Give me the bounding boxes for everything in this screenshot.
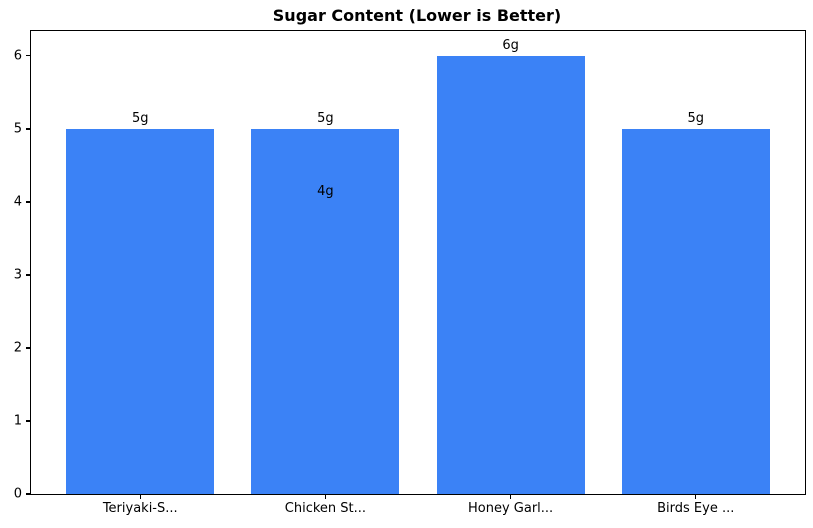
y-axis-tick-mark <box>26 55 30 57</box>
bar <box>436 55 585 494</box>
y-axis-tick-label: 2 <box>13 340 22 356</box>
y-axis-tick-mark <box>26 201 30 203</box>
bar-value-label: 5g <box>131 110 149 126</box>
x-axis-tick-mark <box>509 495 512 499</box>
y-axis-tick-mark <box>26 493 30 495</box>
y-axis-tick-mark <box>26 347 30 349</box>
bar <box>251 128 400 494</box>
y-axis-tick-label: 3 <box>13 267 22 283</box>
x-axis-tick-mark <box>324 495 327 499</box>
x-axis-tick-label: Teriyaki-S... <box>102 501 178 516</box>
plot-area: 5g 5g 6g 5g 4g 0 1 2 3 4 5 6 Teriyaki-S... Chicken St… <box>14 30 806 516</box>
x-axis-tick-label: Birds Eye ... <box>657 501 735 516</box>
x-axis-tick-mark <box>139 495 141 499</box>
x-axis-tick-label: Chicken St... <box>284 501 367 516</box>
bar <box>621 128 770 494</box>
y-axis-tick-label: 1 <box>13 413 22 429</box>
y-axis-tick-label: 6 <box>13 48 22 64</box>
bar-value-label: 6g <box>502 37 519 53</box>
overlap-bar-value-label: 4g <box>317 183 334 199</box>
x-axis-tick-label: Honey Garl... <box>467 501 554 516</box>
y-axis-tick-label: 0 <box>13 486 22 502</box>
chart-title: Sugar Content (Lower is Better) <box>272 6 562 25</box>
y-axis-tick-label: 5 <box>13 121 22 137</box>
x-axis-tick-mark <box>695 495 697 499</box>
bar-value-label: 5g <box>687 110 705 126</box>
y-axis-tick-mark <box>26 274 30 276</box>
y-axis-tick-mark <box>26 128 30 130</box>
y-axis-tick-label: 4 <box>13 194 22 210</box>
y-axis-tick-mark <box>26 420 30 422</box>
bar <box>66 128 215 494</box>
bar-value-label: 5g <box>317 110 334 126</box>
